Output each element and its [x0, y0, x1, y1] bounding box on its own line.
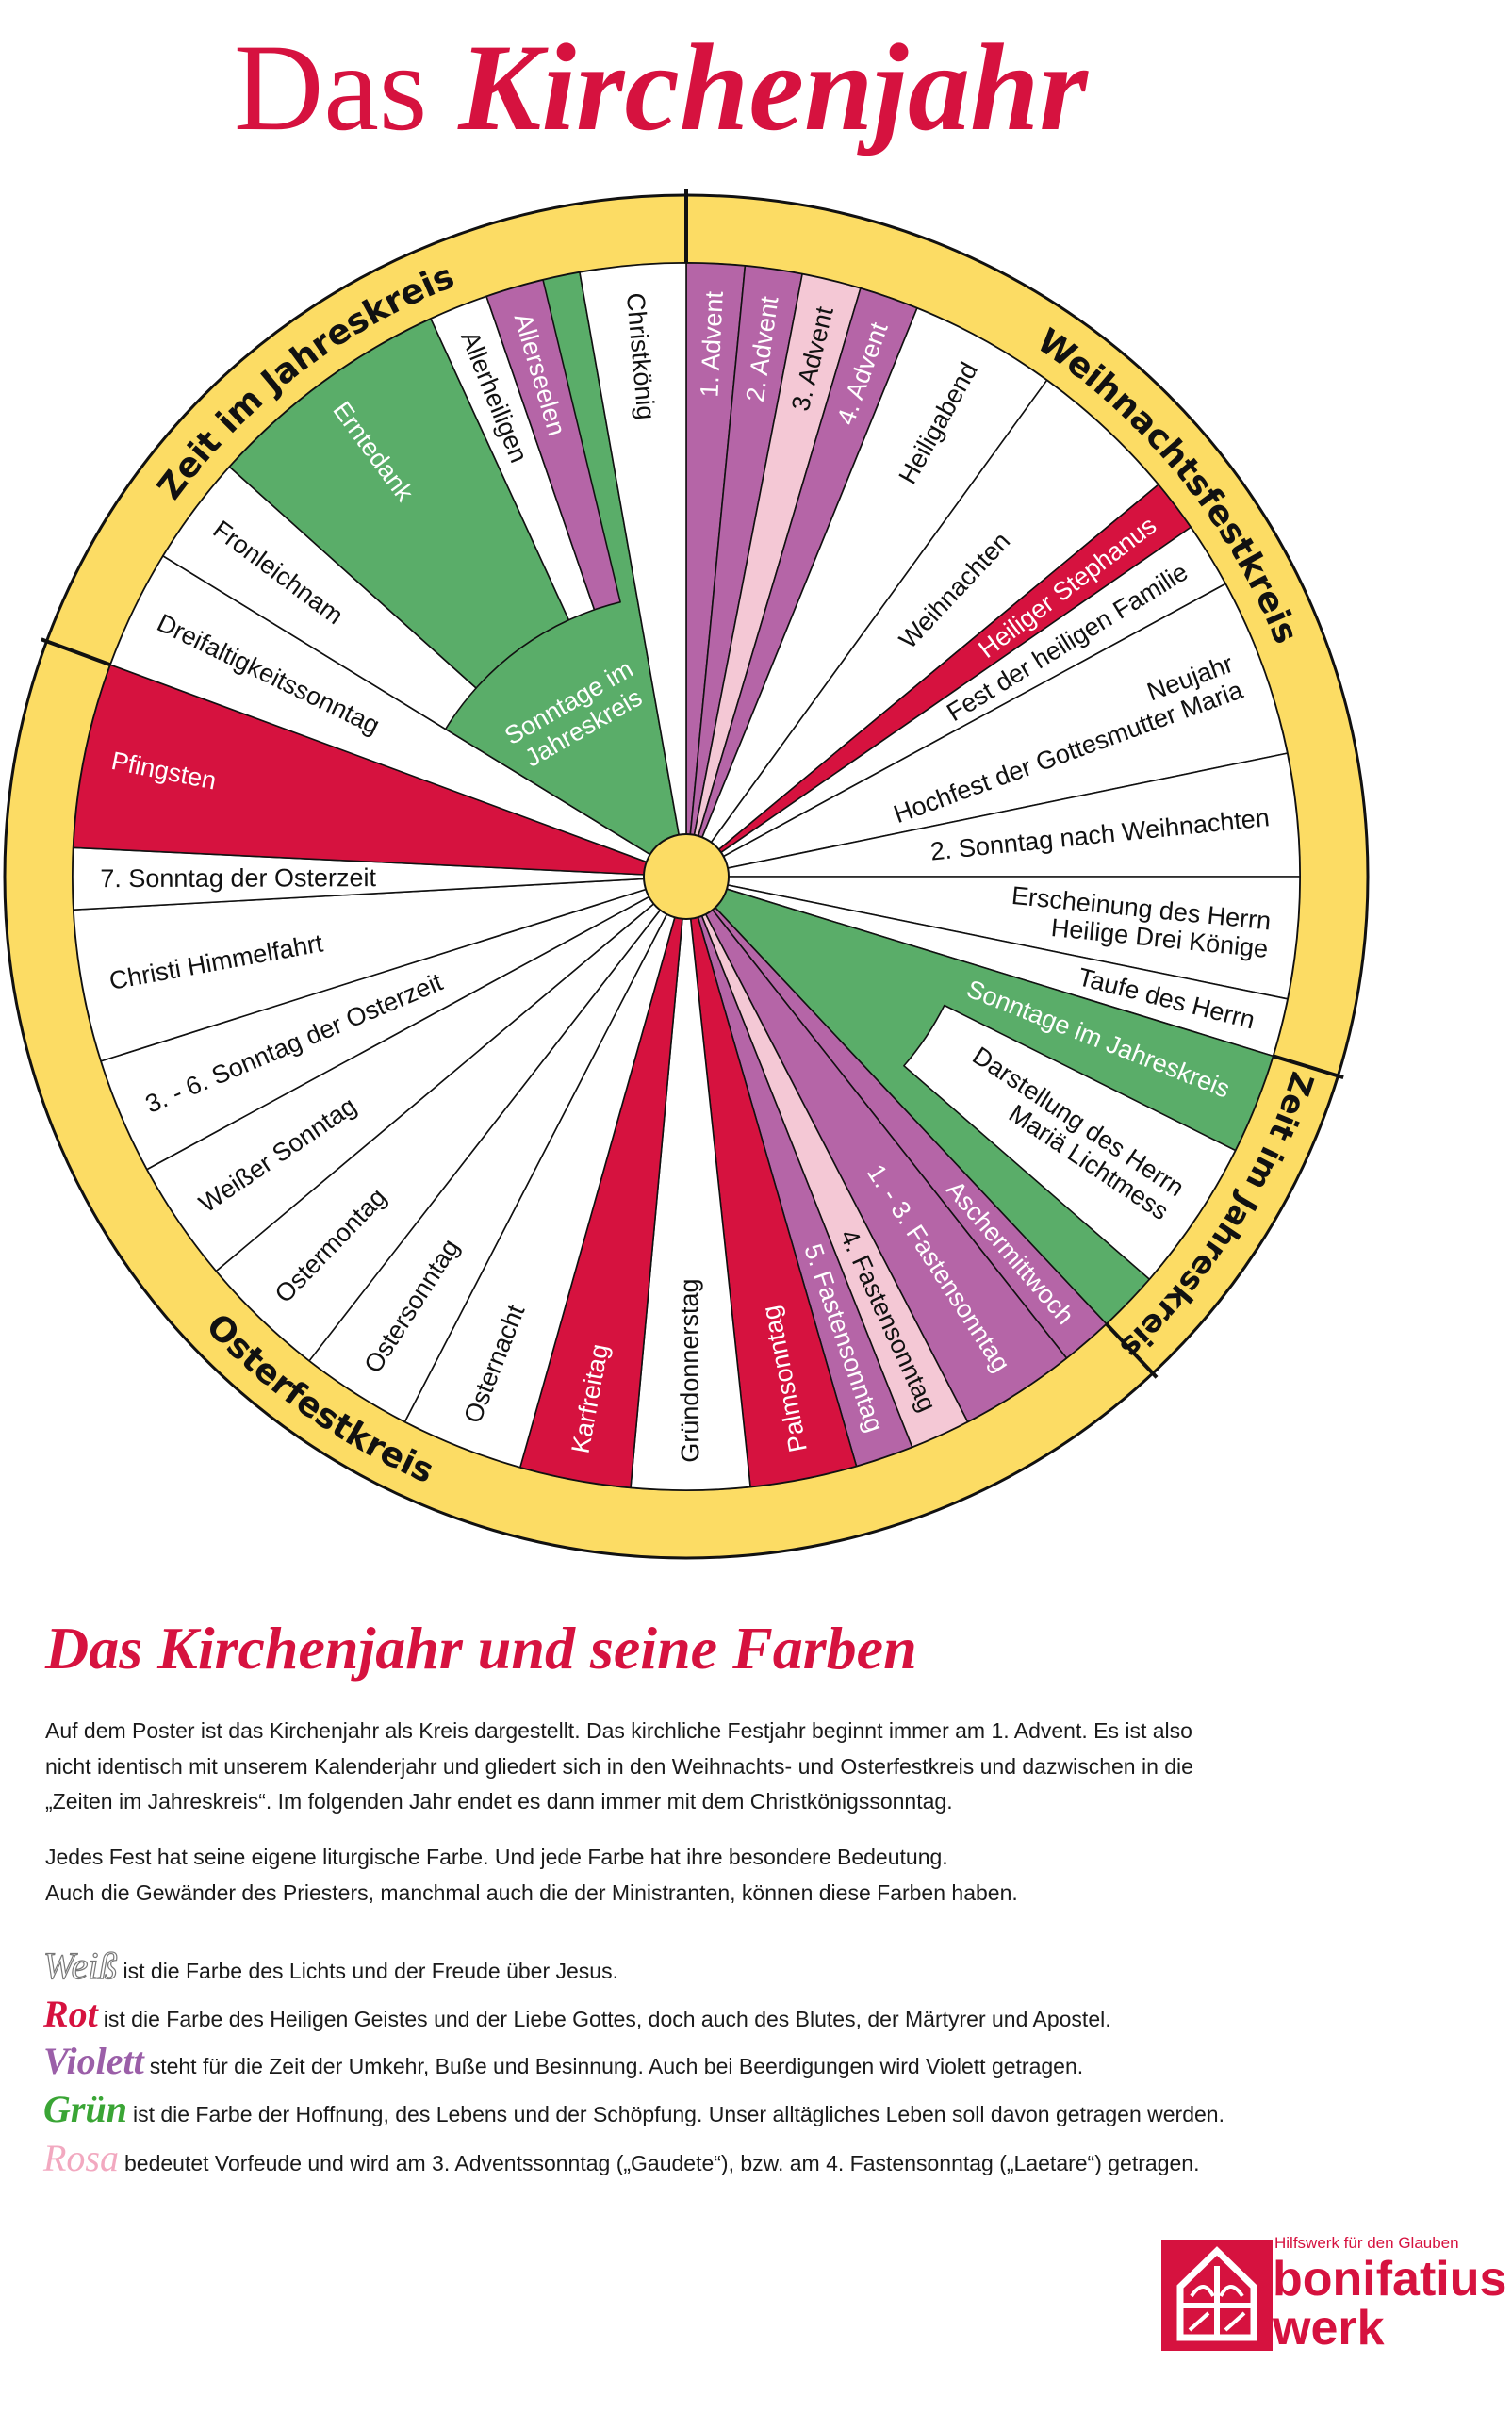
segment-wedge	[485, 279, 621, 611]
segment-label: 7. Sonntag der Osterzeit	[100, 863, 376, 893]
color-white-row: Weiß ist die Farbe des Lichts und der Fre…	[42, 1944, 618, 1988]
poster-title: Das Kirchenjahr	[234, 19, 1088, 156]
intro-paragraph: Auf dem Poster ist das Kirchenjahr als K…	[45, 1714, 1193, 1820]
color-violet-row: Violett steht für die Zeit der Umkehr, Bu…	[43, 2039, 1083, 2083]
logo-name-line-2: werk	[1273, 2301, 1385, 2356]
circle-divider	[1272, 1054, 1344, 1080]
intro-line: Auf dem Poster ist das Kirchenjahr als K…	[45, 1718, 1192, 1743]
color-desc: ist die Farbe des Heiligen Geistes und d…	[103, 2007, 1111, 2031]
color-rosa-row: Rosa bedeutet Vorfeude und wird am 3. Adv…	[43, 2136, 1199, 2180]
segment-wedge	[903, 1004, 1237, 1280]
colors-paragraph: Jedes Fest hat seine eigene liturgische …	[45, 1840, 1018, 1911]
colors-line: Jedes Fest hat seine eigene liturgische …	[45, 1845, 948, 1869]
logo-tagline: Hilfswerk für den Glauben	[1274, 2234, 1459, 2252]
segment-label-line: 7. Sonntag der Osterzeit	[100, 863, 376, 893]
segment-wedge	[685, 583, 1289, 878]
segment-label: Gründonnerstag	[675, 1278, 704, 1462]
color-desc: ist die Farbe des Lichts und der Freude …	[123, 1959, 618, 1983]
circle-divider	[41, 637, 111, 667]
color-green-row: Grün ist die Farbe der Hoffnung, des Lebe…	[43, 2087, 1224, 2131]
color-desc: bedeutet Vorfeude und wird am 3. Advents…	[124, 2151, 1200, 2175]
circle-divider	[1105, 1322, 1159, 1379]
logo-name: bonifatius werk	[1273, 2255, 1506, 2353]
colors-line: Auch die Gewänder des Priesters, manchma…	[45, 1880, 1018, 1905]
color-word-red: Rot	[43, 1993, 98, 2035]
color-desc: ist die Farbe der Hoffnung, des Lebens u…	[132, 2102, 1224, 2126]
color-word-violet: Violett	[43, 2040, 144, 2082]
segment-label-line: 1. Advent	[695, 290, 728, 398]
wheel-hub	[643, 833, 730, 920]
color-word-rosa: Rosa	[43, 2137, 119, 2179]
segment-label-line: Gründonnerstag	[675, 1278, 704, 1462]
title-part-1: Das	[234, 18, 428, 156]
color-word-white: Weiß	[42, 1944, 118, 1987]
color-word-green: Grün	[43, 2088, 127, 2130]
color-desc: steht für die Zeit der Umkehr, Buße und …	[149, 2054, 1084, 2078]
wheel-segments	[72, 262, 1301, 1491]
title-part-2: Kirchenjahr	[458, 18, 1088, 156]
intro-line: „Zeiten im Jahreskreis“. Im folgenden Ja…	[45, 1789, 953, 1814]
segment-wedge	[72, 664, 687, 878]
bonifatiuswerk-logo-icon	[1161, 2240, 1273, 2351]
segment-label: 1. Advent	[695, 290, 728, 398]
intro-line: nicht identisch mit unserem Kalenderjahr…	[45, 1753, 1193, 1779]
segment-wedge	[228, 318, 570, 689]
color-red-row: Rot ist die Farbe des Heiligen Geistes un…	[43, 1992, 1111, 2036]
section-heading: Das Kirchenjahr und seine Farben	[45, 1615, 917, 1682]
logo-name-line-1: bonifatius	[1273, 2252, 1507, 2306]
